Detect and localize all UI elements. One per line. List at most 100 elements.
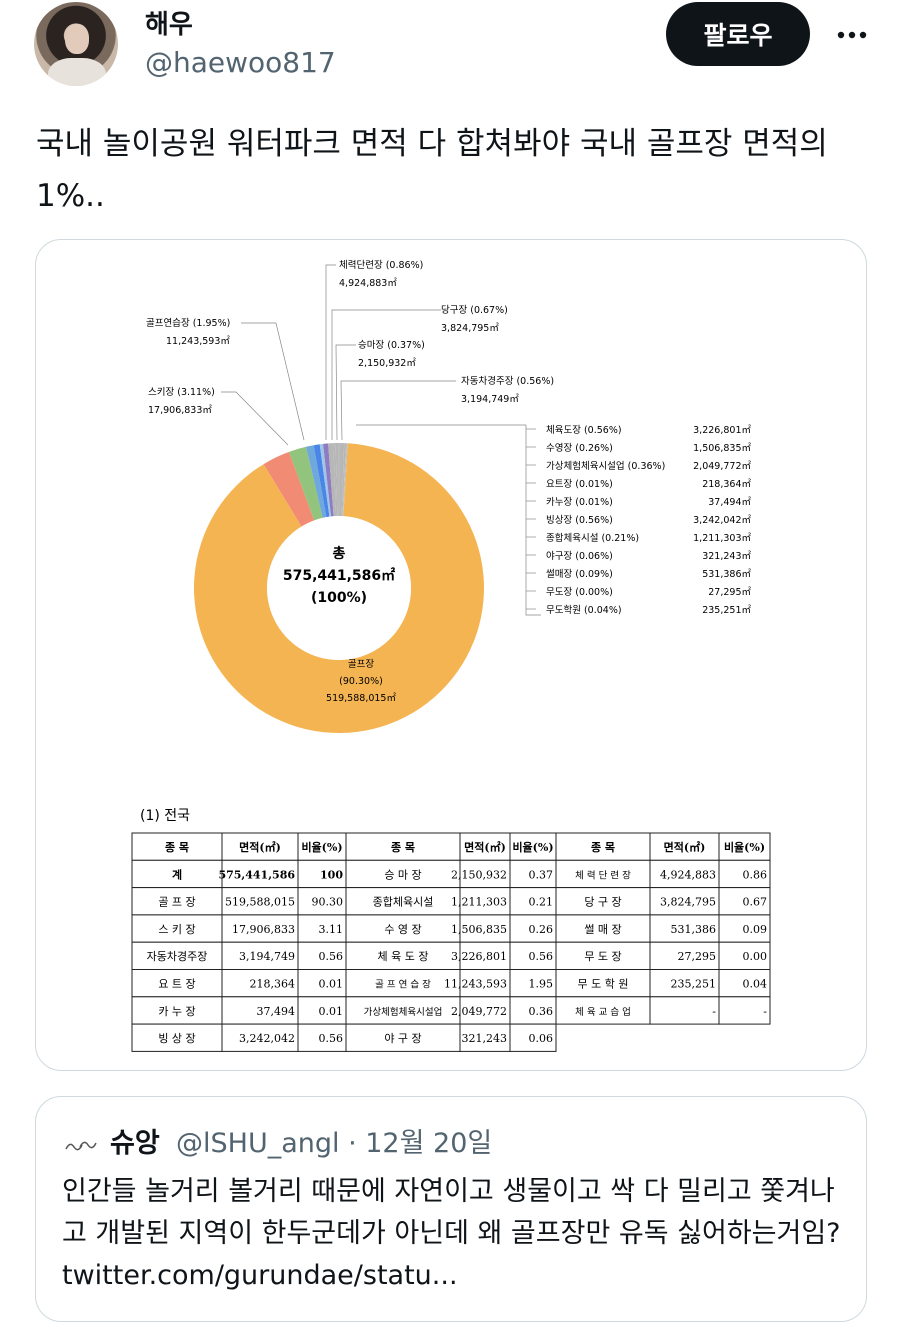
table-cell-text: 0.06: [529, 1032, 554, 1045]
table-cell: [221, 1023, 299, 1052]
right-list-value: 1,506,835㎡: [693, 443, 751, 454]
table-cell: [345, 859, 461, 889]
table-cell: [459, 969, 511, 998]
table-cell: [555, 996, 651, 1025]
table-cell: [221, 996, 299, 1025]
callout-name: 골프장: [348, 659, 374, 670]
table-cell-text: 골 프 연 습 장: [375, 980, 431, 991]
table-cell-text: 1.95: [529, 978, 554, 991]
pie-slice-무도학원: [343, 443, 348, 517]
table-cell-text: 1,211,303: [451, 896, 507, 909]
table-cell-text: 승 마 장: [384, 868, 421, 881]
table-cell: [297, 996, 347, 1025]
table-cell: [718, 996, 771, 1025]
table-cell-text: 골 프 장: [158, 896, 195, 909]
table-cell: [509, 1023, 557, 1052]
table-cell: [649, 832, 720, 861]
right-list-value: 531,386㎡: [702, 569, 751, 580]
callout-value: 519,588,015㎡: [326, 693, 396, 704]
table-cell: [509, 832, 557, 861]
quoted-tweet[interactable]: 슈앙 @lSHU_angl · 12월 20일 인간들 놀거리 볼거리 때문에 …: [35, 1096, 867, 1322]
table-cell-text: 0.56: [319, 950, 344, 963]
table-header-cell: 비율(%): [301, 840, 342, 854]
author-handle[interactable]: @haewoo817: [145, 46, 336, 79]
table-cell-text: 계: [172, 867, 182, 881]
quote-handle-date[interactable]: @lSHU_angl · 12월 20일: [176, 1128, 493, 1159]
table-cell-text: 체 력 단 련 장: [575, 869, 631, 881]
table-cell: [718, 832, 771, 861]
table-cell: [131, 859, 223, 889]
table-cell: [297, 969, 347, 998]
table-cell-text: 2,049,772: [451, 1005, 507, 1018]
table-cell-text: 27,295: [678, 950, 717, 963]
table-cell-text: 575,441,586: [218, 868, 295, 881]
table-cell-text: 0.36: [529, 1005, 554, 1018]
table-cell: [131, 969, 223, 998]
author-name[interactable]: 해우: [145, 10, 193, 40]
table-cell-text: 3,242,042: [239, 1032, 295, 1045]
quote-author-name[interactable]: 슈앙: [110, 1128, 160, 1159]
table-cell-text: 3,226,801: [451, 950, 507, 963]
table-cell-text: 3,824,795: [660, 896, 716, 909]
table-cell-text: 스 키 장: [158, 923, 195, 936]
right-list-value: 3,242,042㎡: [693, 515, 751, 526]
table-cell-text: 0.01: [319, 978, 344, 991]
table-cell-text: -: [712, 1005, 716, 1018]
table-cell: [131, 941, 223, 971]
right-list-value: 3,226,801㎡: [693, 425, 751, 436]
callout-value: 4,924,883㎡: [339, 278, 397, 289]
right-list-name: 빙상장 (0.56%): [546, 515, 613, 526]
more-horizontal-icon[interactable]: [832, 18, 872, 52]
table-cell-text: 321,243: [462, 1032, 508, 1045]
callout-value: 2,150,932㎡: [358, 358, 416, 369]
table-cell-text: 3.11: [319, 923, 344, 936]
tweet-media[interactable]: 총 575,441,586㎡ (100%) 체력단련장 (0.86%) 4,92…: [35, 239, 867, 1071]
table-header-cell: 비율(%): [724, 840, 765, 854]
table-cell: [131, 832, 223, 861]
quote-text: 인간들 놀거리 볼거리 때문에 자연이고 생물이고 싹 다 밀리고 쫓겨나고 개…: [62, 1176, 841, 1291]
table-cell: [345, 914, 461, 943]
table-cell: [509, 996, 557, 1025]
follow-button[interactable]: 팔로우: [666, 2, 810, 66]
table-cell-text: 자동차경주장: [147, 950, 208, 963]
pie-slice-빙상장: [339, 443, 345, 517]
table-cell-text: 썰 매 장: [584, 923, 621, 936]
pie-slice-승마장: [319, 443, 332, 517]
pie-slice-야구장: [342, 443, 347, 517]
table-cell-text: 218,364: [250, 978, 296, 991]
table-cell: [297, 914, 347, 943]
pie-slice-썰매장: [342, 443, 348, 517]
table-cell: [131, 996, 223, 1025]
table-cell-text: 4,924,883: [660, 868, 716, 881]
table-cell: [345, 832, 461, 861]
right-list-value: 321,243㎡: [702, 551, 751, 562]
avatar[interactable]: [34, 2, 118, 86]
table-cell-text: 0.86: [743, 868, 768, 881]
table-header-cell: 종 목: [591, 841, 615, 854]
table-cell-text: 0.67: [743, 896, 768, 909]
table-cell-text: 체 육 교 습 업: [575, 1006, 631, 1018]
table-cell: [221, 969, 299, 998]
callout-name: 자동차경주장 (0.56%): [461, 375, 554, 387]
table-cell: [555, 832, 651, 861]
right-list-name: 카누장 (0.01%): [546, 497, 613, 508]
table-cell-text: 카 누 장: [158, 1005, 195, 1018]
right-list-name: 썰매장 (0.09%): [546, 569, 613, 580]
chart-figure: 총 575,441,586㎡ (100%) 체력단련장 (0.86%) 4,92…: [131, 259, 771, 1052]
center-label-percent: (100%): [311, 590, 367, 606]
table-cell-text: 당 구 장: [584, 896, 621, 909]
data-table: 종 목 면적(㎡) 비율(%) 종 목 면적(㎡) 비율(%) 종 목 면적(㎡) 비율(%) 계…: [131, 832, 771, 1052]
table-cell: [459, 941, 511, 971]
leader-lines: [221, 264, 541, 616]
callout-name: 당구장 (0.67%): [441, 305, 508, 316]
right-list-value: 1,211,303㎡: [693, 533, 751, 544]
quote-avatar-icon[interactable]: [64, 1135, 98, 1155]
table-cell: [509, 941, 557, 971]
table-cell-text: 37,494: [257, 1005, 296, 1018]
table-cell-text: -: [763, 1005, 767, 1018]
table-cell: [221, 832, 299, 861]
table-cell: [221, 859, 299, 889]
table-header-cell: 면적(㎡): [239, 840, 281, 854]
table-header-cell: 종 목: [165, 841, 189, 854]
pie-slice-자동차경주장: [323, 443, 334, 517]
